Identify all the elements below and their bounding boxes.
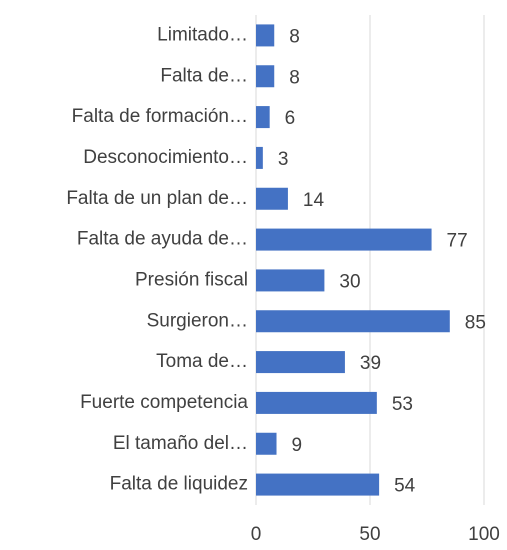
bar: [256, 65, 275, 88]
bar: [256, 146, 263, 169]
x-tick-label: 50: [359, 524, 380, 545]
data-label: 3: [278, 149, 289, 170]
bar: [256, 310, 450, 333]
bar: [256, 432, 277, 455]
y-tick-label: Falta de ayuda de…: [77, 229, 248, 250]
bar: [256, 228, 432, 251]
y-tick-label: Falta de…: [160, 65, 248, 86]
data-label: 54: [394, 476, 416, 497]
y-tick-label: Fuerte competencia: [80, 392, 248, 413]
bar: [256, 106, 270, 129]
x-tick-label: 0: [251, 524, 262, 545]
y-tick-label: Falta de un plan de…: [66, 188, 248, 209]
bar: [256, 187, 288, 210]
y-tick-label: Limitado…: [157, 24, 248, 45]
bar: [256, 351, 345, 374]
data-label: 39: [360, 353, 381, 374]
x-tick-label: 100: [468, 524, 500, 545]
y-tick-label: Toma de…: [156, 351, 248, 372]
bar: [256, 24, 275, 47]
y-tick-label: Falta de formación…: [72, 106, 248, 127]
bar: [256, 473, 380, 496]
data-label: 14: [303, 190, 325, 211]
data-label: 30: [339, 271, 360, 292]
data-label: 8: [289, 67, 300, 88]
data-label: 85: [465, 312, 486, 333]
y-tick-label: Falta de liquidez: [110, 474, 248, 495]
data-label: 77: [447, 231, 468, 252]
y-tick-label: Desconocimiento…: [83, 147, 248, 168]
y-tick-label: Presión fiscal: [135, 269, 248, 290]
bar: [256, 269, 325, 292]
y-tick-label: Surgieron…: [147, 310, 248, 331]
y-tick-label: El tamaño del…: [113, 433, 248, 454]
bar: [256, 391, 377, 414]
data-label: 53: [392, 394, 413, 415]
data-label: 8: [289, 26, 300, 47]
data-label: 6: [285, 108, 296, 129]
data-label: 9: [292, 435, 303, 456]
